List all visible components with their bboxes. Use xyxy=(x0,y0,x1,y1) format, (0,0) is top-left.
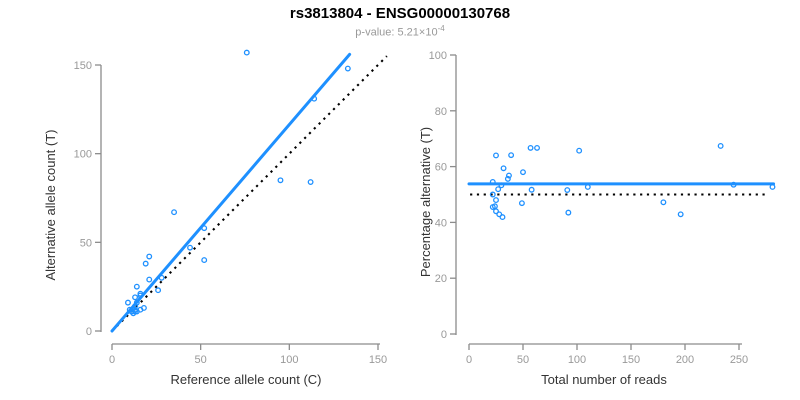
left-y-tick-label: 100 xyxy=(74,149,92,161)
right-data-point xyxy=(506,172,512,179)
right-y-axis-label: Percentage alternative (T) xyxy=(418,126,433,278)
left-data-point xyxy=(137,292,144,299)
plot-subtitle: p-value: 5.21×10-4 xyxy=(0,24,800,39)
left-data-point xyxy=(311,95,318,102)
right-data-point xyxy=(576,147,583,154)
right-data-point xyxy=(493,208,499,215)
right-data-point xyxy=(489,178,496,185)
right-data-point xyxy=(504,175,511,182)
right-x-tick-label: 150 xyxy=(622,354,640,366)
left-data-point xyxy=(132,294,139,301)
right-data-point xyxy=(564,187,571,193)
left-data-point xyxy=(125,299,131,306)
left-x-tick-label: 50 xyxy=(195,354,207,366)
left-data-point xyxy=(155,287,162,294)
left-data-point xyxy=(277,177,284,184)
right-data-point xyxy=(769,184,776,190)
right-data-point xyxy=(493,152,499,159)
right-x-tick-label: 100 xyxy=(568,354,586,366)
left-data-point xyxy=(171,209,178,216)
right-x-tick-label: 250 xyxy=(730,354,748,366)
right-y-tick-label: 0 xyxy=(441,329,447,341)
right-data-point xyxy=(493,197,499,204)
left-data-point xyxy=(146,253,153,260)
left-x-tick-label: 0 xyxy=(109,354,115,366)
p-value-exponent: -4 xyxy=(437,24,445,33)
left-data-point xyxy=(158,274,165,281)
right-data-point xyxy=(500,165,507,172)
right-data-point xyxy=(489,204,496,211)
right-data-point xyxy=(489,191,496,198)
right-data-point xyxy=(660,199,667,206)
right-y-tick-label: 80 xyxy=(435,106,447,118)
left-x-tick-label: 100 xyxy=(280,354,298,366)
left-x-axis-label: Reference allele count (C) xyxy=(170,372,322,387)
right-data-point xyxy=(677,211,684,218)
right-x-tick-label: 200 xyxy=(676,354,694,366)
right-data-point xyxy=(584,184,591,190)
left-data-point xyxy=(201,225,208,232)
left-data-point xyxy=(201,257,208,264)
right-x-axis-label: Total number of reads xyxy=(541,372,667,387)
right-data-point xyxy=(717,143,724,149)
left-data-point xyxy=(140,304,147,311)
right-data-point xyxy=(499,214,506,221)
right-y-tick-label: 40 xyxy=(435,217,447,229)
right-data-point xyxy=(527,144,534,151)
right-data-point xyxy=(508,152,515,159)
right-x-tick-label: 50 xyxy=(517,354,529,366)
left-x-tick-label: 150 xyxy=(369,354,387,366)
right-x-tick-label: 0 xyxy=(466,354,472,366)
right-data-point xyxy=(528,186,535,193)
left-data-point xyxy=(132,303,139,310)
left-data-point xyxy=(146,276,153,283)
left-data-point xyxy=(344,65,351,72)
left-y-tick-label: 50 xyxy=(80,237,92,249)
plot-title: rs3813804 - ENSG00000130768 xyxy=(289,5,511,22)
right-data-point xyxy=(534,144,540,151)
p-value-text: p-value: 5.21×10 xyxy=(355,26,438,39)
left-data-point xyxy=(142,260,149,267)
right-data-point xyxy=(730,181,737,188)
right-data-point xyxy=(565,209,572,216)
left-data-point xyxy=(307,179,314,185)
left-data-point xyxy=(187,244,193,251)
left-y-axis-label: Alternative allele count (T) xyxy=(43,129,58,281)
right-y-tick-label: 20 xyxy=(435,273,447,285)
right-data-point xyxy=(518,200,525,207)
left-y-tick-label: 0 xyxy=(86,326,92,338)
left-dotted-reference-line xyxy=(111,55,388,332)
right-y-tick-label: 100 xyxy=(429,50,447,62)
left-data-point xyxy=(130,310,137,317)
right-data-point xyxy=(495,186,502,193)
left-y-tick-label: 150 xyxy=(74,60,92,72)
right-y-tick-label: 60 xyxy=(435,162,447,174)
left-data-point xyxy=(243,49,250,56)
right-data-point xyxy=(498,182,505,189)
left-fit-line xyxy=(110,52,352,333)
right-data-point xyxy=(520,169,526,176)
left-data-point xyxy=(133,283,140,290)
